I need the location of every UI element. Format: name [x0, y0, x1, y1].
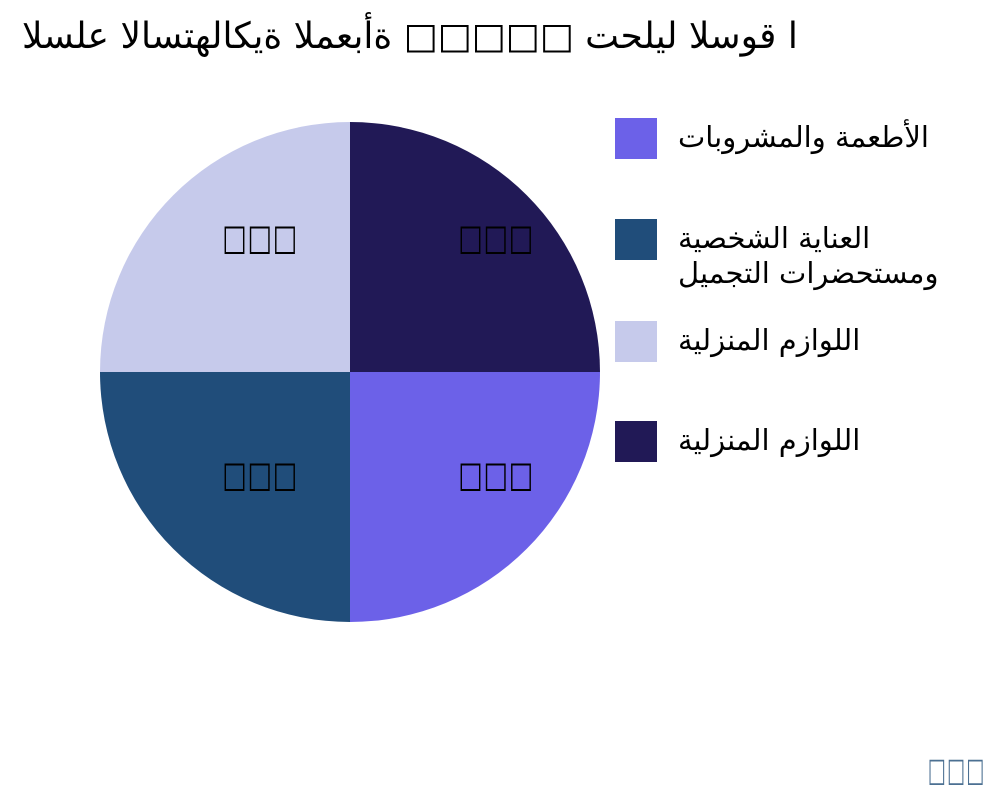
legend-label: الأطعمة والمشروبات: [678, 120, 929, 154]
pie-slice-label-household-light: □□□: [222, 217, 298, 259]
legend-item-household-light: اللوازم المنزلية: [615, 321, 860, 362]
legend-swatch-lavender: [615, 321, 657, 362]
chart-title: السلع الاستهلاكية المعبأة □□□□□ تحليل ال…: [22, 16, 798, 57]
legend-label: اللوازم المنزلية: [678, 323, 861, 357]
legend-swatch-purple: [615, 118, 657, 159]
legend-item-personal-care: العناية الشخصية ومستحضرات التجميل: [615, 219, 938, 291]
pie-chart: [100, 122, 600, 622]
pie-slice-label-personal-care: □□□: [222, 454, 298, 496]
watermark-caption: □□□: [928, 750, 986, 789]
legend-swatch-steel-blue: [615, 219, 657, 260]
legend-label-line-2: ومستحضرات التجميل: [678, 256, 939, 290]
legend-label: اللوازم المنزلية: [678, 423, 861, 457]
legend-swatch-navy: [615, 421, 657, 462]
legend-item-food-beverages: الأطعمة والمشروبات: [615, 118, 929, 159]
pie-slice-label-household-dark: □□□: [458, 217, 534, 259]
legend-label-line-1: العناية الشخصية: [678, 221, 871, 255]
pie-slice-label-food-beverages: □□□: [458, 454, 534, 496]
legend-item-household-dark: اللوازم المنزلية: [615, 421, 860, 462]
